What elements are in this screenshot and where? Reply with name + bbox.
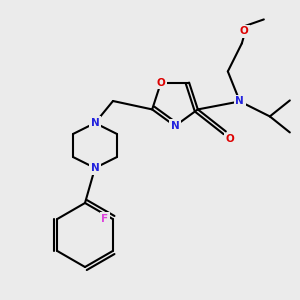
Text: N: N (236, 96, 244, 106)
Text: O: O (239, 26, 248, 36)
Text: O: O (226, 134, 234, 144)
Text: N: N (91, 118, 99, 128)
Text: F: F (101, 214, 108, 224)
Text: N: N (171, 121, 179, 131)
Text: N: N (91, 163, 99, 173)
Text: O: O (157, 78, 165, 88)
